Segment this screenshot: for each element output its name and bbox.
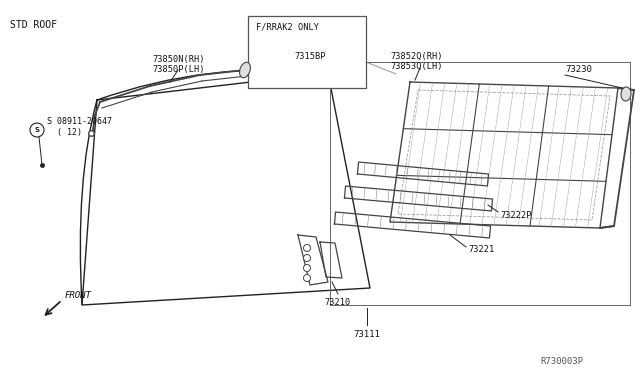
Text: STD ROOF: STD ROOF bbox=[10, 20, 57, 30]
Text: 73222P: 73222P bbox=[500, 211, 531, 219]
Text: S: S bbox=[35, 127, 40, 133]
Bar bbox=[248, 16, 366, 88]
Text: FRONT: FRONT bbox=[65, 291, 92, 299]
Text: F/RRAK2 ONLY: F/RRAK2 ONLY bbox=[256, 22, 319, 31]
Text: 73111: 73111 bbox=[353, 330, 380, 339]
Circle shape bbox=[303, 254, 310, 262]
Circle shape bbox=[303, 264, 310, 272]
Text: R730003P: R730003P bbox=[540, 357, 583, 366]
Text: 73210: 73210 bbox=[325, 298, 351, 307]
Circle shape bbox=[303, 275, 310, 282]
Text: 7315BP: 7315BP bbox=[294, 52, 326, 61]
Text: S 08911-20647
  ( 12): S 08911-20647 ( 12) bbox=[47, 117, 112, 137]
Ellipse shape bbox=[239, 62, 250, 78]
Circle shape bbox=[30, 123, 44, 137]
Text: 73221: 73221 bbox=[468, 246, 494, 254]
Text: 73850N(RH)
73850P(LH): 73850N(RH) 73850P(LH) bbox=[152, 55, 205, 74]
Circle shape bbox=[303, 244, 310, 251]
Ellipse shape bbox=[621, 87, 631, 101]
Text: 73852Q(RH)
73853Q(LH): 73852Q(RH) 73853Q(LH) bbox=[390, 52, 442, 71]
Text: 73230: 73230 bbox=[565, 65, 592, 74]
